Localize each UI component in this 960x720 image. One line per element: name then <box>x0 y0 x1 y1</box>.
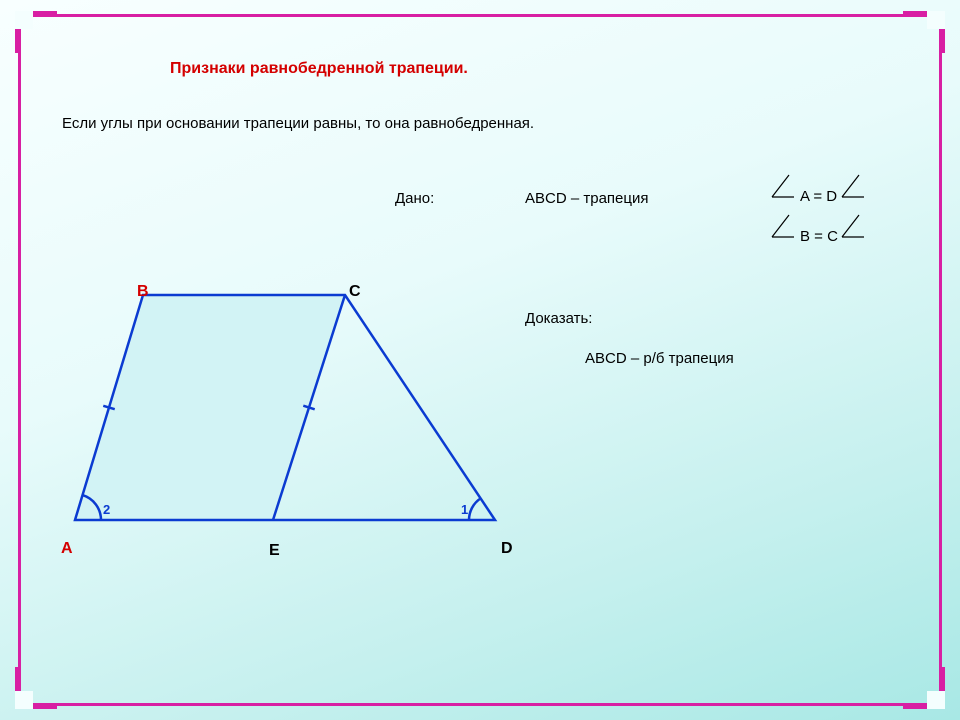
frame-corner-fill-bl <box>15 691 33 709</box>
angle-equality-bc: B = C <box>800 228 838 245</box>
angle-equality-ad: A = D <box>800 188 837 205</box>
prove-label: Доказать: <box>525 310 592 327</box>
given-text: ABCD – трапеция <box>525 190 648 207</box>
vertex-label-A: A <box>61 540 73 558</box>
frame-corner-fill-br <box>927 691 945 709</box>
trapezoid-diagram: A B C D E 2 1 <box>55 270 535 570</box>
angle-number-1: 1 <box>461 502 468 517</box>
vertex-label-D: D <box>501 540 513 558</box>
frame-corner-fill-tl <box>15 11 33 29</box>
theorem-text: Если углы при основании трапеции равны, … <box>62 115 534 132</box>
angle-number-2: 2 <box>103 502 110 517</box>
slide-title: Признаки равнобедренной трапеции. <box>170 60 468 78</box>
frame-corner-fill-tr <box>927 11 945 29</box>
prove-text: ABCD – р/б трапеция <box>585 350 734 367</box>
vertex-label-C: C <box>349 283 361 301</box>
vertex-label-B: B <box>137 283 149 301</box>
given-label: Дано: <box>395 190 434 207</box>
vertex-label-E: E <box>269 542 280 560</box>
